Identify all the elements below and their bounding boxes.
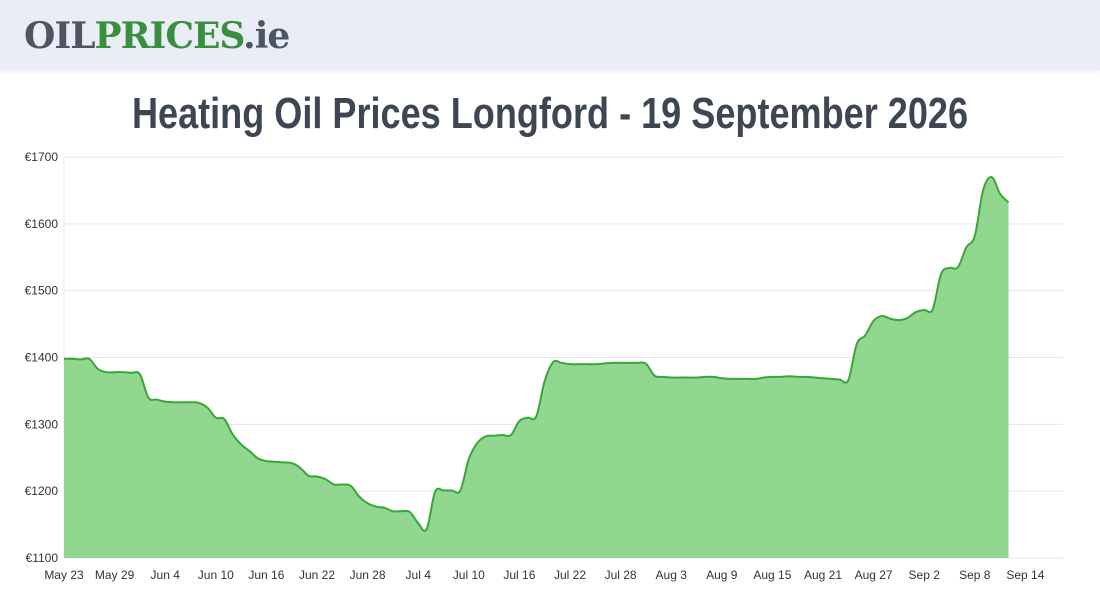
site-header: OILPRICES.ie — [0, 0, 1100, 70]
x-tick-label: Jul 28 — [605, 568, 637, 582]
x-tick-label: Aug 21 — [804, 568, 842, 582]
x-tick-label: Jun 22 — [299, 568, 335, 582]
x-tick-label: May 23 — [44, 568, 84, 582]
x-tick-label: Aug 27 — [855, 568, 893, 582]
x-tick-label: Aug 15 — [753, 568, 791, 582]
x-axis-labels: May 23 May 29 Jun 4 Jun 10 Jun 16 Jun 22 Jun 2… — [44, 568, 1044, 582]
x-tick-label: Sep 8 — [959, 568, 991, 582]
x-tick-label: Jun 10 — [198, 568, 234, 582]
y-tick-label: €1600 — [25, 217, 59, 231]
x-tick-label: Sep 14 — [1006, 568, 1044, 582]
logo-part-prices: PRICES — [94, 15, 245, 57]
price-series-line — [63, 175, 1010, 532]
x-tick-label: Jun 4 — [151, 568, 181, 582]
logo-part-domain: .ie — [243, 15, 290, 57]
y-tick-label: €1400 — [25, 351, 59, 365]
site-logo[interactable]: OILPRICES.ie — [24, 14, 290, 58]
logo-part-oil: OIL — [24, 15, 96, 57]
x-tick-label: Aug 3 — [656, 568, 688, 582]
y-tick-label: €1100 — [26, 551, 59, 565]
x-tick-label: Jun 28 — [350, 568, 386, 582]
x-tick-label: Jul 10 — [453, 568, 485, 582]
y-tick-label: €1500 — [25, 284, 59, 298]
y-tick-label: €1700 — [25, 150, 59, 164]
x-tick-label: Aug 9 — [706, 568, 738, 582]
price-area-fill — [64, 176, 1009, 558]
x-tick-label: Jul 16 — [503, 568, 535, 582]
chart-title: Heating Oil Prices Longford - 19 Septemb… — [131, 89, 969, 138]
x-tick-label: Jul 4 — [406, 568, 432, 582]
y-axis-labels: €1700 €1600 €1500 €1400 €1300 €1200 €1100 — [25, 150, 59, 565]
y-tick-label: €1300 — [25, 417, 59, 431]
x-tick-label: Sep 2 — [909, 568, 941, 582]
x-tick-label: Jun 16 — [248, 568, 284, 582]
x-tick-label: Jul 22 — [554, 568, 586, 582]
x-tick-label: May 29 — [95, 568, 135, 582]
y-tick-label: €1200 — [25, 484, 59, 498]
